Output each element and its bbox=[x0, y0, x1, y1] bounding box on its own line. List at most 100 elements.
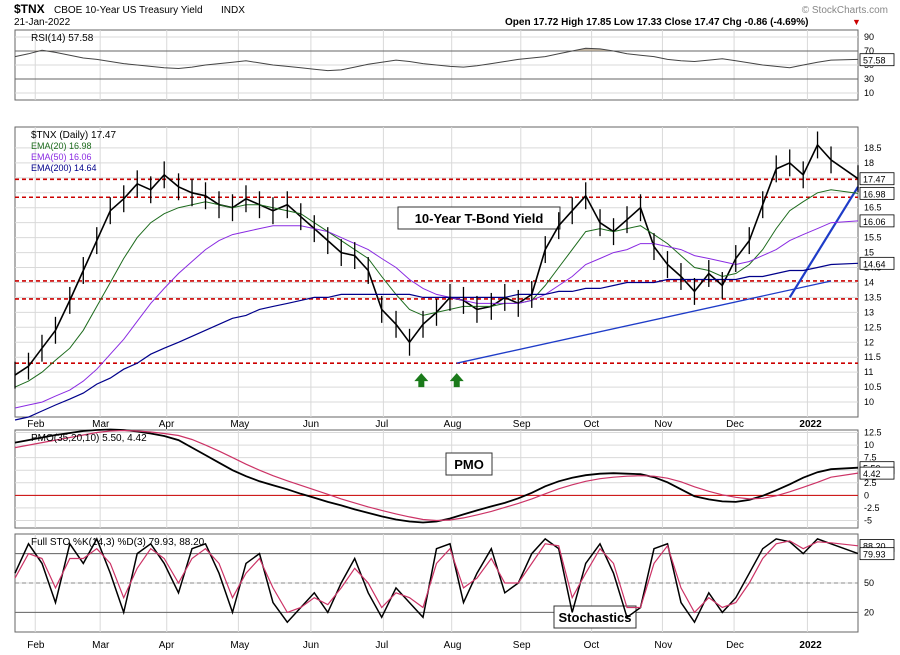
pmo-series-line bbox=[14, 429, 859, 522]
value-label-box bbox=[859, 172, 895, 186]
y-tick-label: 10 bbox=[864, 397, 874, 407]
month-label: Aug bbox=[444, 640, 462, 650]
y-tick-label: 70 bbox=[864, 46, 874, 56]
month-label: Jul bbox=[375, 640, 388, 650]
price-frame bbox=[14, 126, 859, 418]
month-label: Nov bbox=[654, 640, 672, 650]
trendline bbox=[456, 280, 832, 364]
annotation-box bbox=[397, 206, 561, 230]
month-axis: Feb Mar Apr May Jun Jul Aug Sep Oct Nov Dec 2022 Feb… bbox=[27, 419, 822, 651]
rsi-last-value: 57.58 bbox=[863, 56, 886, 66]
month-label: 2022 bbox=[799, 419, 822, 430]
month-label: Sep bbox=[513, 640, 531, 650]
value-label: 17.47 bbox=[863, 175, 886, 185]
month-label: Aug bbox=[444, 419, 462, 430]
y-tick-label: 10 bbox=[864, 88, 874, 98]
buy-arrow-icon bbox=[414, 373, 429, 388]
y-tick-label: 12.5 bbox=[864, 428, 882, 438]
sto-annotation: Stochastics bbox=[559, 610, 632, 625]
chart-date: 21-Jan-2022 bbox=[14, 17, 71, 28]
value-label: 88.20 bbox=[863, 542, 886, 552]
change-arrow-icon: ▼ bbox=[852, 17, 861, 27]
y-tick-label: 2.5 bbox=[864, 478, 877, 488]
ohlc-readout: Open 17.72 High 17.85 Low 17.33 Close 17… bbox=[505, 17, 808, 28]
y-tick-label: 11 bbox=[864, 367, 873, 377]
price-series-line bbox=[14, 220, 859, 409]
price-series-line bbox=[14, 262, 859, 421]
month-label: Feb bbox=[27, 419, 45, 430]
month-label: Jun bbox=[303, 640, 319, 650]
pmo-title: PMO(35,20,10) 5.50, 4.42 bbox=[31, 433, 147, 444]
value-label: 14.64 bbox=[863, 259, 886, 269]
value-label-box bbox=[859, 53, 895, 67]
month-label: Feb bbox=[27, 640, 45, 650]
ticker-exchange: INDX bbox=[221, 5, 245, 16]
month-label: Dec bbox=[726, 640, 744, 650]
value-label: 16.98 bbox=[863, 189, 886, 199]
y-tick-label: 50 bbox=[864, 578, 874, 588]
month-label: Nov bbox=[654, 419, 672, 430]
month-label: Apr bbox=[159, 419, 175, 430]
value-label-box bbox=[859, 186, 895, 200]
month-label: May bbox=[230, 419, 249, 430]
y-tick-label: 0 bbox=[864, 490, 869, 500]
price-series-line bbox=[14, 143, 859, 376]
value-label-box bbox=[859, 256, 895, 270]
month-label: Oct bbox=[584, 419, 600, 430]
ema-legend: EMA(50) 16.06 bbox=[31, 152, 92, 162]
trendline bbox=[788, 186, 859, 298]
value-label-box bbox=[859, 214, 895, 228]
y-tick-label: 30 bbox=[864, 74, 874, 84]
y-tick-label: -5 bbox=[864, 515, 872, 525]
watermark: © StockCharts.com bbox=[802, 5, 888, 16]
value-label-box bbox=[859, 466, 895, 480]
month-label: Apr bbox=[159, 640, 175, 650]
month-label: May bbox=[230, 640, 249, 650]
stochastics-series-line bbox=[14, 537, 859, 624]
price-annotation: 10-Year T-Bond Yield bbox=[415, 211, 544, 226]
ema-legend: EMA(20) 16.98 bbox=[31, 141, 92, 151]
month-label: Jun bbox=[303, 419, 319, 430]
ticker-name: CBOE 10-Year US Treasury Yield bbox=[54, 5, 203, 16]
y-tick-label: 18 bbox=[864, 158, 874, 168]
value-label-box bbox=[859, 547, 895, 561]
stochastics-title: Full STO %K(14,3) %D(3) 79.93, 88.20 bbox=[31, 537, 205, 548]
y-tick-label: 10 bbox=[864, 440, 874, 450]
chart-panels: 9070503010RSI(14) 57.5857.5818.51817.517… bbox=[14, 29, 895, 633]
month-label: Mar bbox=[92, 419, 110, 430]
price-panel: 18.51817.51716.51615.51514.51413.51312.5… bbox=[14, 126, 895, 421]
y-tick-label: 7.5 bbox=[864, 453, 877, 463]
month-label: 2022 bbox=[799, 640, 822, 650]
pmo-series-line bbox=[14, 428, 859, 524]
ticker-symbol[interactable]: $TNX bbox=[14, 2, 45, 16]
stochastics-series-line bbox=[14, 540, 859, 614]
y-tick-label: -2.5 bbox=[864, 503, 880, 513]
y-tick-label: 15.5 bbox=[864, 233, 882, 243]
y-tick-label: 12.5 bbox=[864, 322, 882, 332]
annotation-box bbox=[553, 605, 637, 629]
pmo-annotation: PMO bbox=[454, 457, 484, 472]
month-label: Mar bbox=[92, 640, 110, 650]
y-tick-label: 20 bbox=[864, 607, 874, 617]
rsi-title: RSI(14) 57.58 bbox=[31, 33, 94, 44]
price-title: $TNX (Daily) 17.47 bbox=[31, 130, 116, 141]
stochastics-panel: 805020StochasticsFull STO %K(14,3) %D(3)… bbox=[14, 533, 895, 633]
y-tick-label: 18.5 bbox=[864, 143, 882, 153]
y-tick-label: 14 bbox=[864, 277, 874, 287]
price-series-line bbox=[14, 189, 859, 388]
annotation-box bbox=[445, 452, 493, 476]
y-tick-label: 16.5 bbox=[864, 203, 882, 213]
y-tick-label: 11.5 bbox=[864, 352, 881, 362]
y-tick-label: 13.5 bbox=[864, 292, 882, 302]
y-tick-label: 13 bbox=[864, 307, 874, 317]
month-label: Jul bbox=[375, 419, 388, 430]
ema-legend: EMA(200) 14.64 bbox=[31, 163, 97, 173]
y-tick-label: 15 bbox=[864, 248, 874, 258]
month-label: Dec bbox=[726, 419, 744, 430]
value-label: 4.42 bbox=[863, 469, 881, 479]
y-tick-label: 10.5 bbox=[864, 382, 882, 392]
